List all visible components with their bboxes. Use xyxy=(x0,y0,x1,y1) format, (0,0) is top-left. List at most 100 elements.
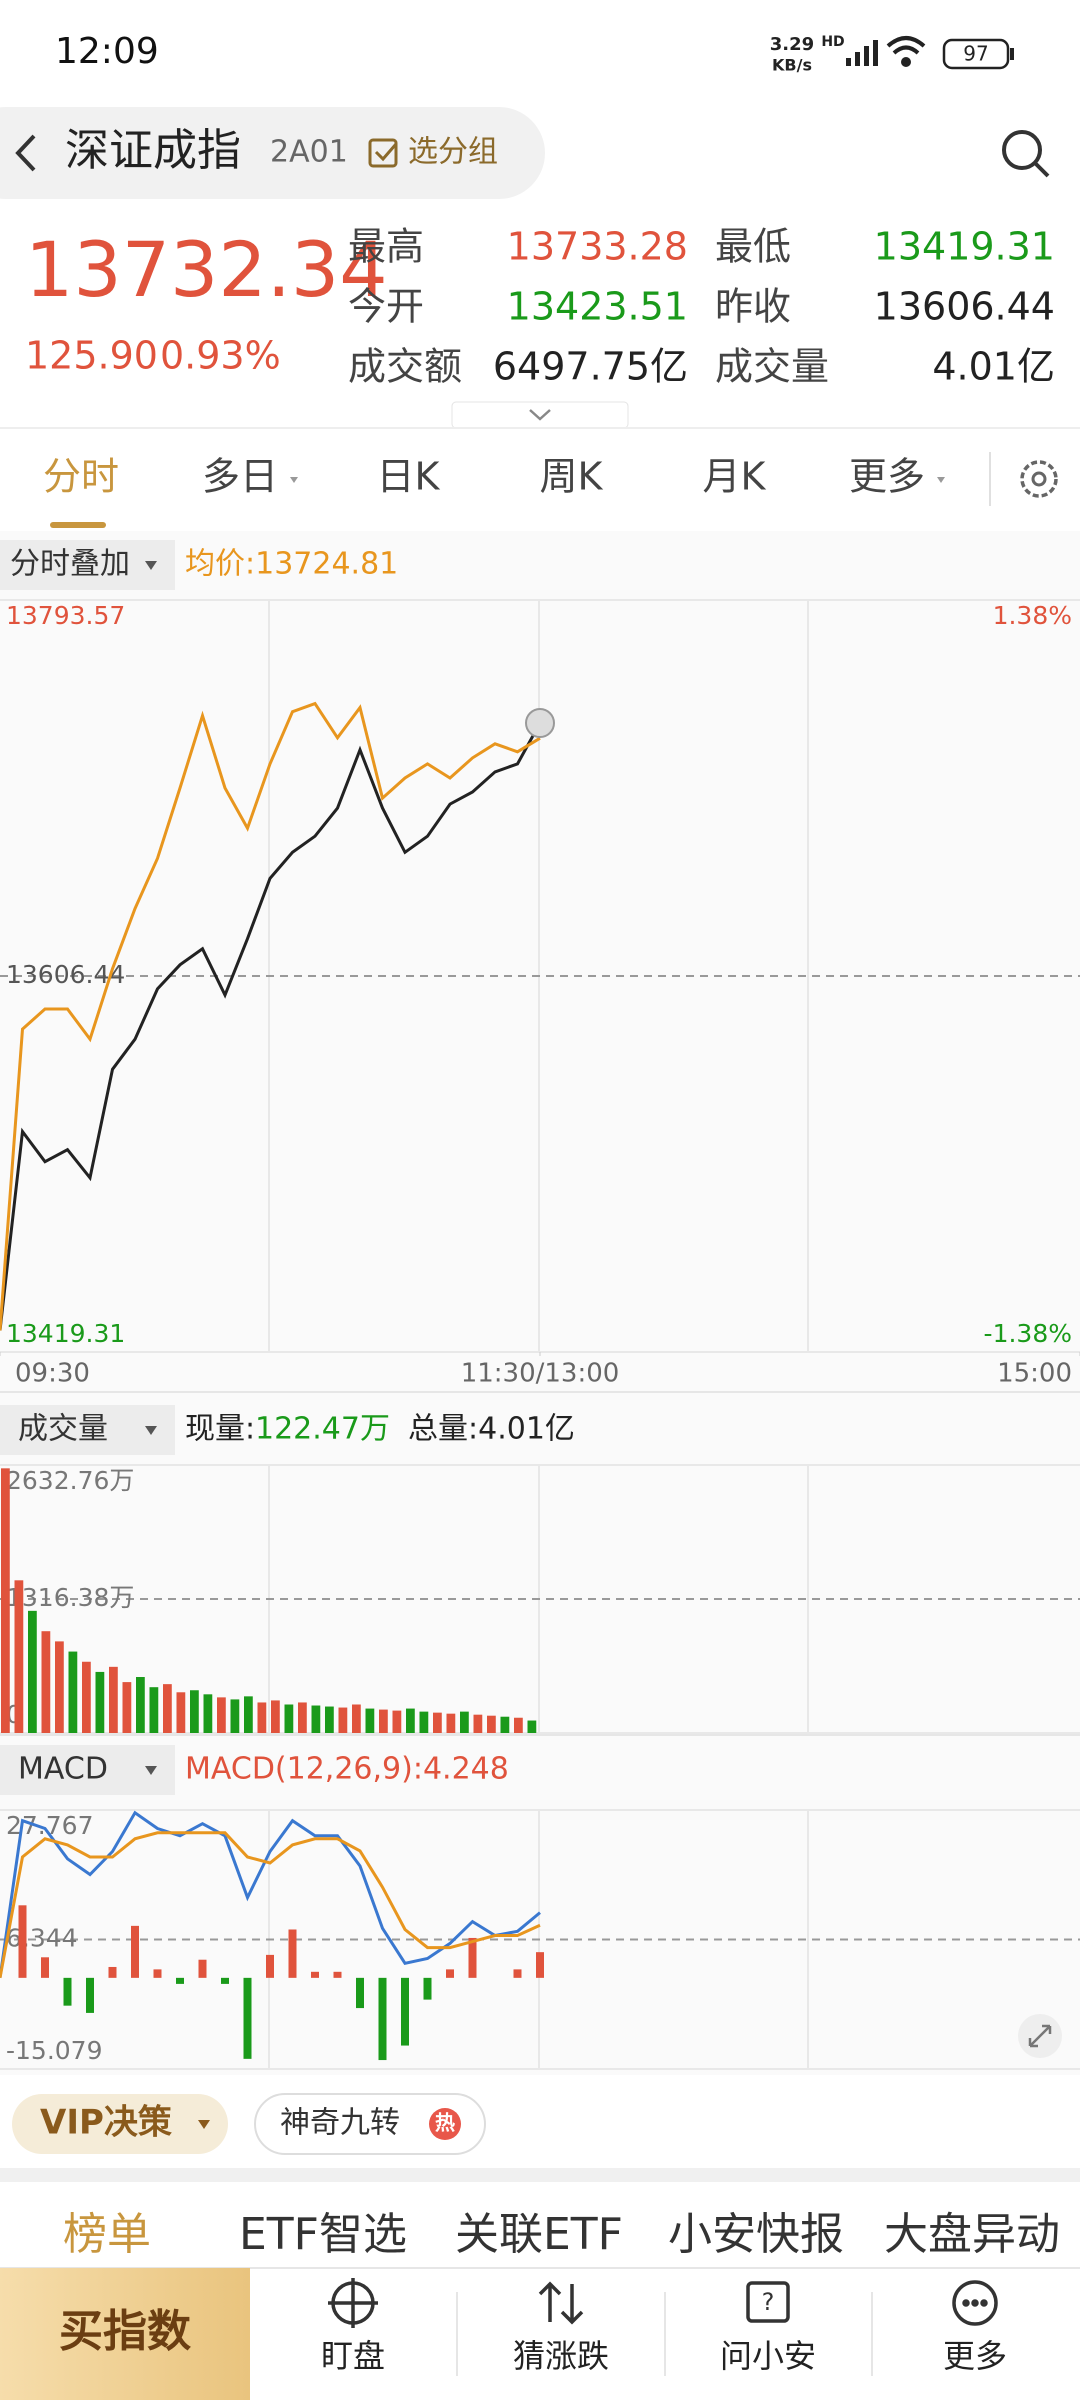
macd-bar xyxy=(108,1966,117,1978)
chart-tab[interactable]: 月K xyxy=(703,455,767,499)
dropdown-arrow xyxy=(145,1426,157,1435)
macd-dropdown-label[interactable]: MACD xyxy=(18,1752,108,1787)
battery-tip xyxy=(1010,48,1014,60)
stat-value: 13733.28 xyxy=(507,225,688,269)
volume-bar xyxy=(284,1704,294,1733)
macd-value-label: MACD(12,26,9):4.248 xyxy=(185,1752,509,1787)
macd-bar xyxy=(468,1937,477,1978)
volume-bar xyxy=(392,1710,402,1733)
section-tab[interactable]: 榜单 xyxy=(63,2209,151,2260)
vip-decision[interactable]: VIP决策 xyxy=(40,2103,172,2143)
y-tick-label: 6.344 xyxy=(6,1924,78,1953)
nav-item[interactable]: 问小安 xyxy=(720,2337,816,2375)
volume-bar xyxy=(298,1702,307,1733)
group-checkbox[interactable] xyxy=(368,138,398,168)
dropdown-arrow xyxy=(145,1766,157,1775)
volume-bar xyxy=(136,1677,145,1733)
section-tab[interactable]: 关联ETF xyxy=(455,2209,623,2260)
volume-bar xyxy=(406,1708,415,1733)
macd-bar xyxy=(63,1977,72,2006)
y-tick-label: 1316.38万 xyxy=(6,1583,134,1612)
buy-button[interactable] xyxy=(0,2268,250,2400)
index-code: 2A01 xyxy=(270,135,348,170)
macd-bar xyxy=(243,1977,252,2059)
chart-tab[interactable]: 分时 xyxy=(43,455,119,499)
dropdown-arrow xyxy=(198,2120,210,2129)
x-tick-label: 15:00 xyxy=(997,1359,1072,1389)
volume-bar xyxy=(433,1712,442,1733)
x-tick-label: 09:30 xyxy=(15,1359,90,1389)
volume-bar xyxy=(68,1651,78,1733)
chart-tab[interactable]: 更多 xyxy=(849,455,925,499)
tab-dropdown-arrow xyxy=(290,477,298,483)
volume-bar xyxy=(487,1715,496,1733)
signal-icon xyxy=(846,40,878,66)
nav-item[interactable]: 猜涨跌 xyxy=(513,2337,609,2375)
macd-bar xyxy=(288,1929,297,1978)
group-button[interactable]: 选分组 xyxy=(408,135,498,170)
battery xyxy=(942,38,1010,70)
expand-icon xyxy=(1028,2024,1052,2048)
volume-bar xyxy=(379,1709,388,1733)
avg-price-label: 均价:13724.81 xyxy=(185,547,398,582)
stat-value: 13606.44 xyxy=(874,285,1055,329)
series-line xyxy=(0,1831,541,1979)
stat-value: 13419.31 xyxy=(874,225,1055,269)
current-volume-label: 现量: xyxy=(185,1412,255,1447)
volume-dropdown[interactable] xyxy=(0,1405,175,1455)
chart-tab[interactable]: 周K xyxy=(540,455,604,499)
volume-bar xyxy=(527,1720,537,1733)
hot-badge xyxy=(429,2108,461,2140)
volume-bar xyxy=(446,1713,456,1733)
volume-bar xyxy=(163,1684,172,1733)
chart-tab[interactable]: 多日 xyxy=(202,455,278,499)
dropdown-arrow xyxy=(145,561,157,570)
volume-bar xyxy=(55,1641,64,1733)
back-button[interactable] xyxy=(15,134,36,172)
vip-pill[interactable] xyxy=(12,2094,228,2154)
y2-tick-label: 1.38% xyxy=(993,601,1072,630)
overlay-dropdown-label[interactable]: 分时叠加 xyxy=(10,547,130,582)
volume-bar xyxy=(460,1711,469,1733)
series-line xyxy=(0,701,541,1331)
macd-bar xyxy=(131,1925,139,1978)
nine-pill[interactable] xyxy=(254,2093,486,2155)
macd-dropdown[interactable] xyxy=(0,1745,175,1795)
volume-bar xyxy=(230,1699,240,1733)
y-tick-label: -15.079 xyxy=(6,2036,103,2065)
price-change-pct: 0.93% xyxy=(160,334,281,378)
volume-bar xyxy=(325,1706,334,1733)
macd-bar xyxy=(513,1969,522,1978)
last-price: 13732.34 xyxy=(25,225,388,314)
stat-label: 成交量 xyxy=(715,345,829,389)
nine-turn[interactable]: 神奇九转 xyxy=(280,2106,400,2141)
collapse-handle[interactable] xyxy=(451,401,629,429)
net-speed: 3.29 xyxy=(770,34,814,55)
volume-bar xyxy=(352,1704,361,1733)
volume-dropdown-label[interactable]: 成交量 xyxy=(18,1412,108,1447)
index-name: 深证成指 xyxy=(65,125,241,176)
macd-bar xyxy=(446,1969,454,1978)
section-tab[interactable]: ETF智选 xyxy=(239,2209,407,2260)
svg-text:?: ? xyxy=(762,2288,775,2316)
nav-item[interactable]: 盯盘 xyxy=(321,2337,385,2375)
macd-bar xyxy=(153,1969,162,1978)
volume-bar xyxy=(338,1707,348,1733)
chart-tab[interactable]: 日K xyxy=(377,455,441,499)
nav-item[interactable]: 更多 xyxy=(943,2337,1007,2375)
volume-bar xyxy=(514,1717,523,1733)
macd-bar xyxy=(221,1977,229,1984)
section-tab[interactable]: 小安快报 xyxy=(668,2209,844,2260)
section-tab[interactable]: 大盘异动 xyxy=(884,2209,1060,2260)
macd-bar xyxy=(176,1977,184,1984)
macd-bar xyxy=(401,1977,409,2046)
volume-bar xyxy=(473,1714,483,1733)
volume-bar xyxy=(41,1631,51,1733)
search-button[interactable] xyxy=(1002,130,1050,178)
buy-index-button[interactable]: 买指数 xyxy=(59,2306,191,2357)
overlay-dropdown[interactable] xyxy=(0,540,175,590)
series-line xyxy=(0,722,542,1331)
y-tick-label: 2632.76万 xyxy=(6,1466,134,1495)
settings-button[interactable] xyxy=(1020,460,1058,498)
